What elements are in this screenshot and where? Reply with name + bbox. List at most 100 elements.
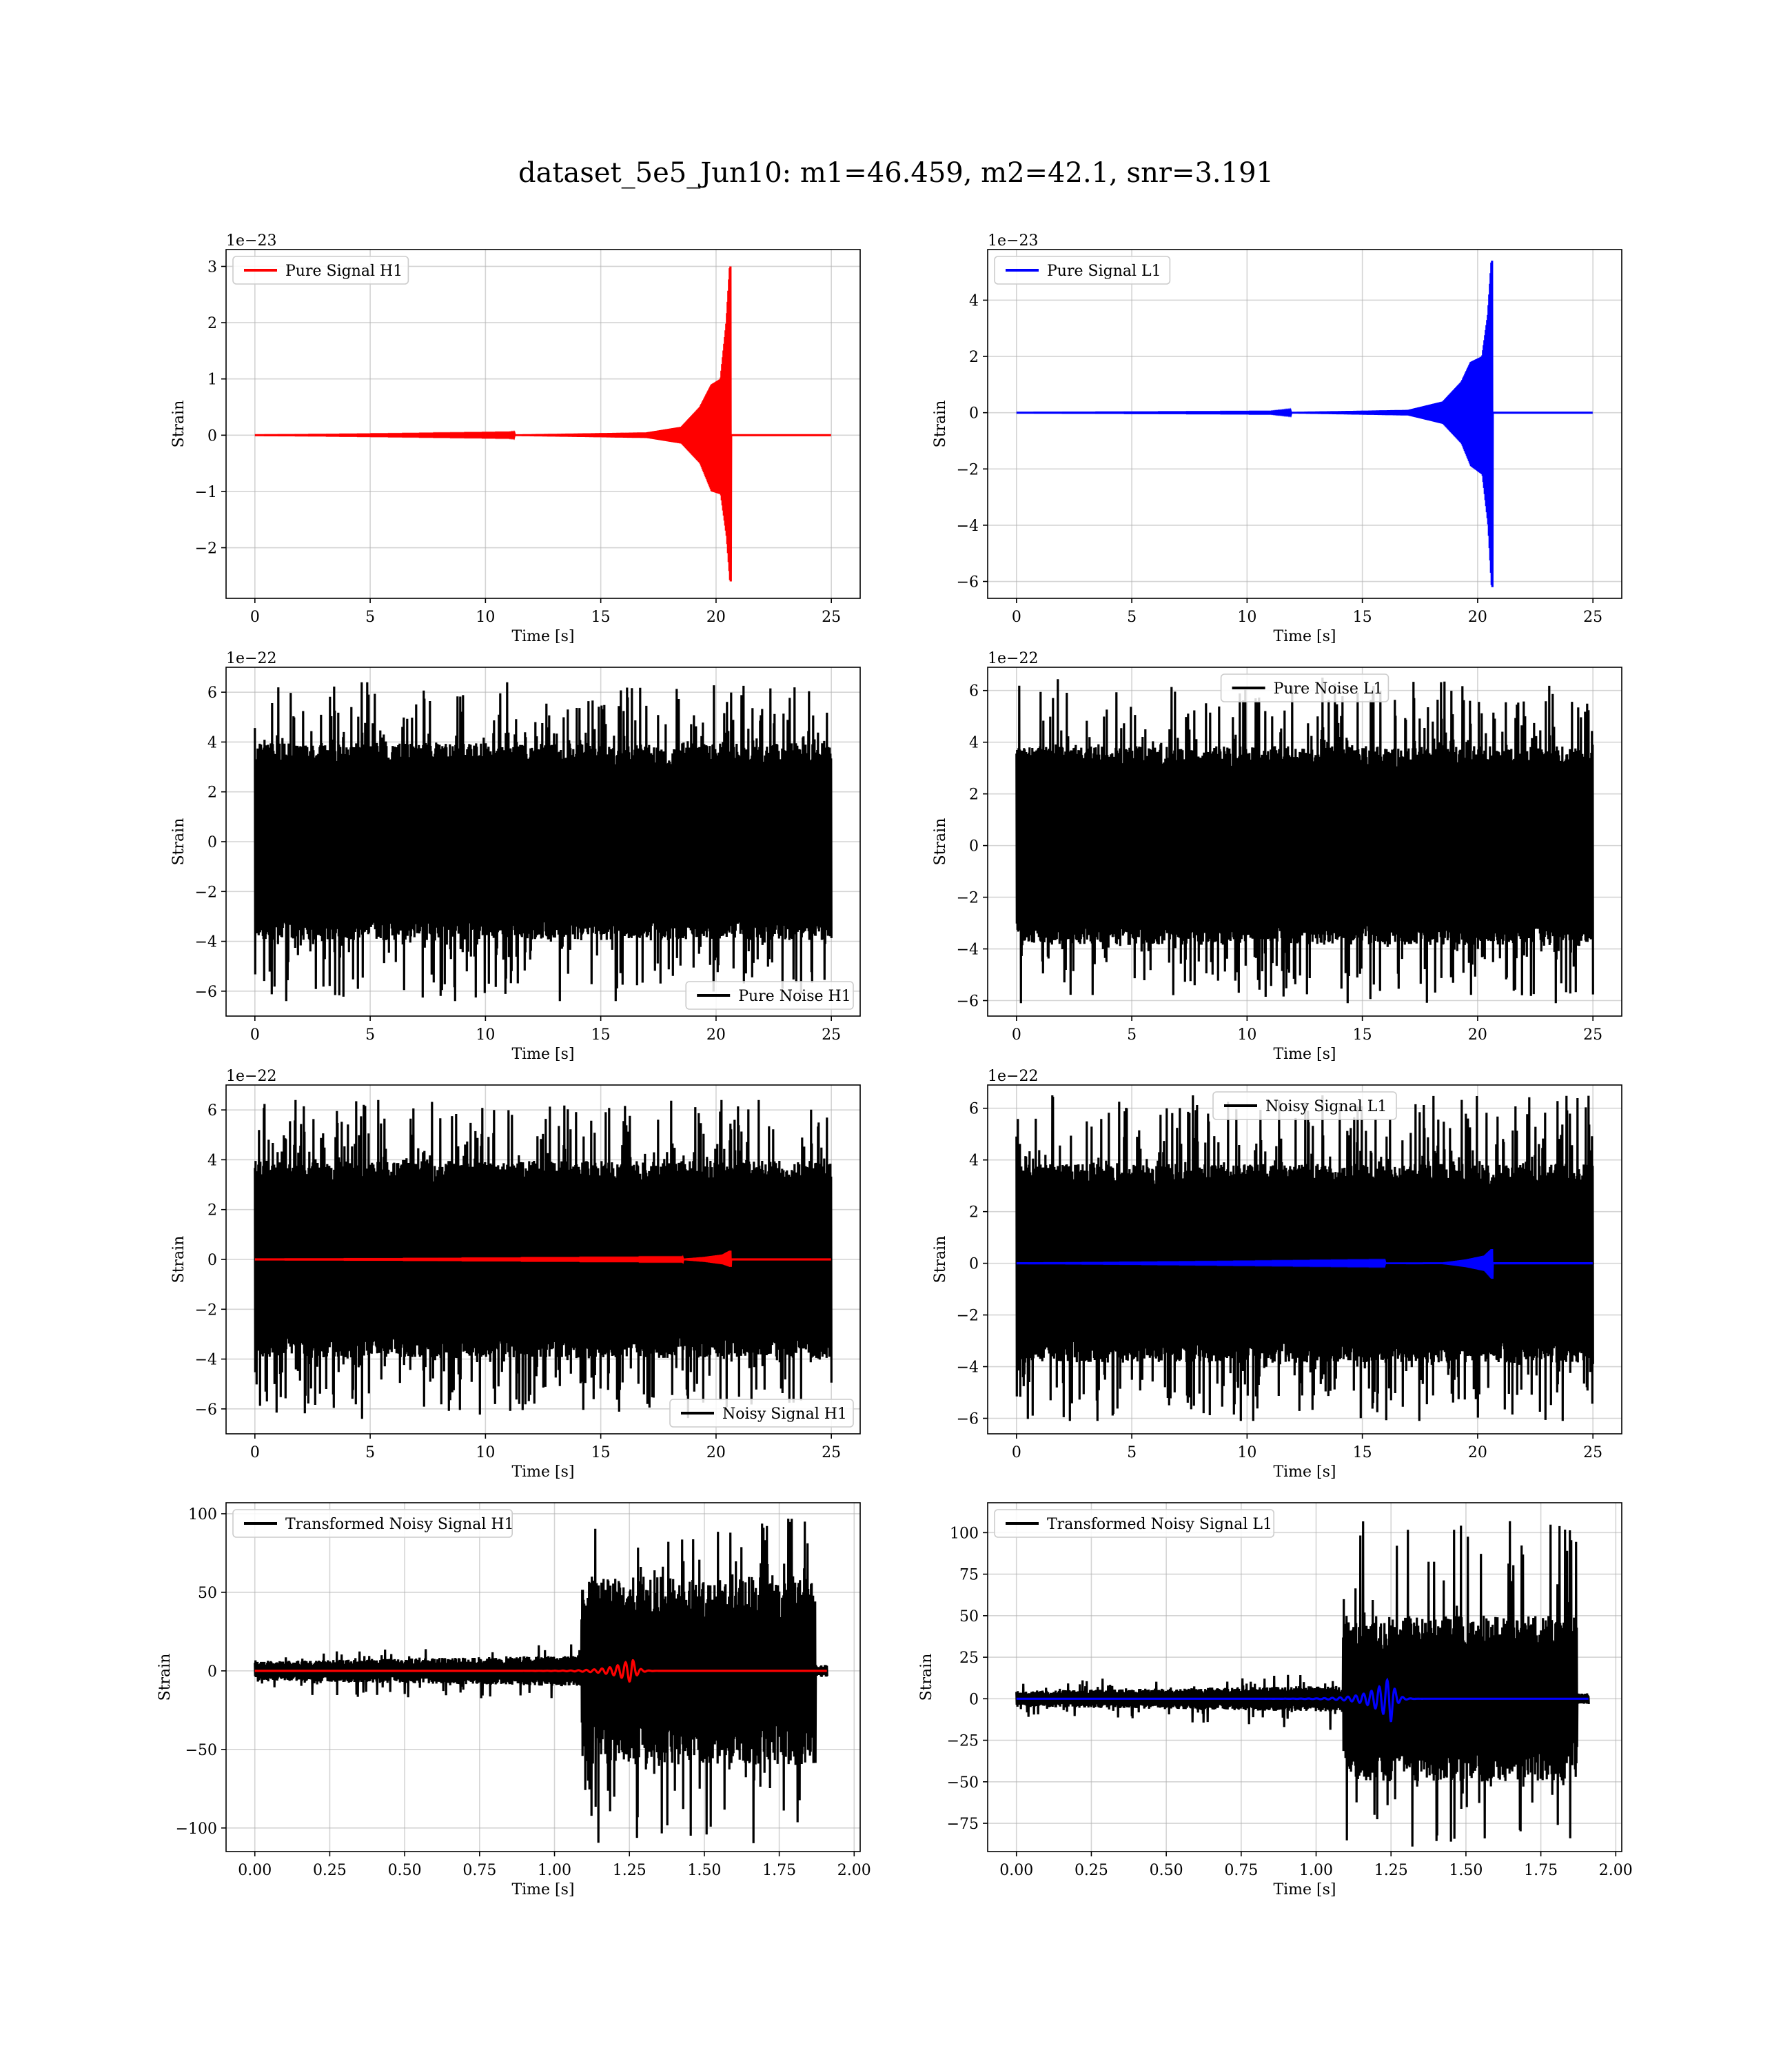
x-tick-label: 25 <box>1583 1026 1602 1044</box>
plot-frame <box>987 667 1622 1017</box>
y-tick-label: −50 <box>185 1742 217 1759</box>
x-tick-label: 20 <box>706 1444 726 1461</box>
y-tick-label: 0 <box>969 405 979 423</box>
legend-box <box>232 256 409 285</box>
x-tick-label: 15 <box>591 1026 611 1044</box>
data-layer <box>1015 1521 1590 1847</box>
y-tick-label: 4 <box>969 735 979 752</box>
y-axis-label: Strain <box>170 1236 187 1284</box>
y-tick-label: −6 <box>957 1411 979 1428</box>
legend-label: Pure Noise H1 <box>738 988 851 1005</box>
panel-pure-signal-l1: 0 5 10 15 20 25 −6 −4 −2 0 2 4 Time [s] Strain 1e−23 Pu… <box>932 232 1622 645</box>
x-tick-label: 1.00 <box>1299 1862 1333 1879</box>
y-tick-label: 100 <box>950 1525 979 1542</box>
legend: Pure Noise H1 <box>685 981 854 1010</box>
y-tick-label: 6 <box>207 685 217 702</box>
data-layer <box>254 1519 828 1843</box>
series-line <box>254 682 833 1002</box>
y-tick-label: 2 <box>207 784 217 802</box>
y-tick-label: 75 <box>959 1567 979 1584</box>
x-tick-label: 0.00 <box>999 1862 1033 1879</box>
series-line <box>254 1250 831 1267</box>
data-layer <box>1015 677 1594 1004</box>
y-tick-label: 0 <box>969 1256 979 1273</box>
y-tick-label: −2 <box>957 461 979 478</box>
x-tick-label: 20 <box>706 609 726 626</box>
legend: Transformed Noisy Signal H1 <box>232 1509 514 1538</box>
x-tick-label: 5 <box>1127 1026 1137 1044</box>
axis-offset-label: 1e−22 <box>988 650 1038 667</box>
legend-label: Noisy Signal H1 <box>722 1406 847 1423</box>
y-tick-label: −4 <box>195 1352 217 1369</box>
y-tick-label: 25 <box>959 1650 979 1667</box>
y-axis-label: Strain <box>170 401 187 448</box>
x-tick-label: 1.50 <box>1449 1862 1483 1879</box>
legend-box <box>232 1509 513 1538</box>
x-tick-label: 20 <box>1468 609 1487 626</box>
x-tick-label: 0 <box>250 1026 260 1044</box>
x-tick-label: 5 <box>365 1444 375 1461</box>
x-tick-label: 10 <box>476 1444 495 1461</box>
panel-noisy-signal-l1: 0 5 10 15 20 25 −6 −4 −2 0 2 4 6 Time [s] Strain 1e−22 N… <box>932 1068 1622 1481</box>
y-axis-label: Strain <box>918 1654 935 1701</box>
legend: Pure Signal L1 <box>994 256 1171 285</box>
x-tick-label: 15 <box>1353 1444 1372 1461</box>
y-tick-label: 2 <box>969 349 979 366</box>
axis-offset-label: 1e−23 <box>988 232 1038 250</box>
y-tick-label: −6 <box>957 993 979 1011</box>
legend-box <box>1220 673 1389 702</box>
y-axis-label: Strain <box>932 818 949 866</box>
x-tick-label: 25 <box>822 1444 841 1461</box>
x-tick-label: 5 <box>365 609 375 626</box>
y-tick-label: 0 <box>207 1252 217 1269</box>
x-tick-label: 20 <box>706 1026 726 1044</box>
series-line <box>1016 1248 1593 1279</box>
x-tick-label: 1.75 <box>1524 1862 1558 1879</box>
plot-frame <box>987 1502 1622 1852</box>
series-line <box>254 1659 827 1683</box>
y-tick-label: −2 <box>957 1308 979 1325</box>
y-tick-label: 2 <box>207 315 217 332</box>
y-tick-label: −1 <box>195 484 217 501</box>
x-tick-label: 20 <box>1468 1026 1487 1044</box>
y-tick-label: −6 <box>957 574 979 591</box>
series-line <box>1016 261 1593 587</box>
x-tick-label: 5 <box>1127 1444 1137 1461</box>
y-tick-label: −25 <box>947 1733 979 1750</box>
x-tick-label: 1.50 <box>687 1862 721 1879</box>
panel-noisy-signal-h1: 0 5 10 15 20 25 −6 −4 −2 0 2 4 6 Time [s] Strain 1e−22 N… <box>170 1068 861 1481</box>
y-tick-label: 50 <box>198 1585 217 1602</box>
y-tick-label: −2 <box>957 890 979 907</box>
y-tick-label: 0 <box>207 834 217 851</box>
series-line <box>254 266 831 582</box>
legend: Pure Signal H1 <box>232 256 409 285</box>
x-axis-label: Time [s] <box>511 1881 574 1898</box>
x-tick-label: 10 <box>476 609 495 626</box>
x-axis-label: Time [s] <box>1273 1881 1336 1898</box>
legend: Noisy Signal L1 <box>1212 1091 1397 1120</box>
y-tick-label: 4 <box>207 734 217 751</box>
plot-area <box>226 250 860 598</box>
x-tick-label: 0.50 <box>388 1862 422 1879</box>
y-tick-label: 6 <box>969 683 979 700</box>
figure-title: dataset_5e5_Jun10: m1=46.459, m2=42.1, s… <box>518 157 1274 189</box>
y-axis-label: Strain <box>156 1654 174 1701</box>
legend-label: Pure Signal H1 <box>285 263 403 280</box>
x-axis-label: Time [s] <box>511 628 574 645</box>
plot-area <box>988 250 1622 598</box>
y-tick-label: −4 <box>957 518 979 535</box>
legend-box <box>994 256 1171 285</box>
x-tick-label: 0.25 <box>1075 1862 1108 1879</box>
legend-label: Pure Signal L1 <box>1047 263 1161 280</box>
legend: Noisy Signal H1 <box>669 1399 854 1428</box>
x-tick-label: 0 <box>1012 1026 1021 1044</box>
axis-offset-label: 1e−22 <box>226 650 276 667</box>
y-tick-label: −2 <box>195 884 217 901</box>
x-tick-label: 20 <box>1468 1444 1487 1461</box>
data-layer <box>254 682 833 1002</box>
legend-label: Pure Noise L1 <box>1274 680 1383 698</box>
y-tick-label: 50 <box>959 1608 979 1625</box>
plot-frame <box>225 249 861 599</box>
panel-pure-noise-h1: 0 5 10 15 20 25 −6 −4 −2 0 2 4 6 Time [s] Strain 1e−22 P… <box>170 650 861 1063</box>
x-tick-label: 0.75 <box>1224 1862 1258 1879</box>
